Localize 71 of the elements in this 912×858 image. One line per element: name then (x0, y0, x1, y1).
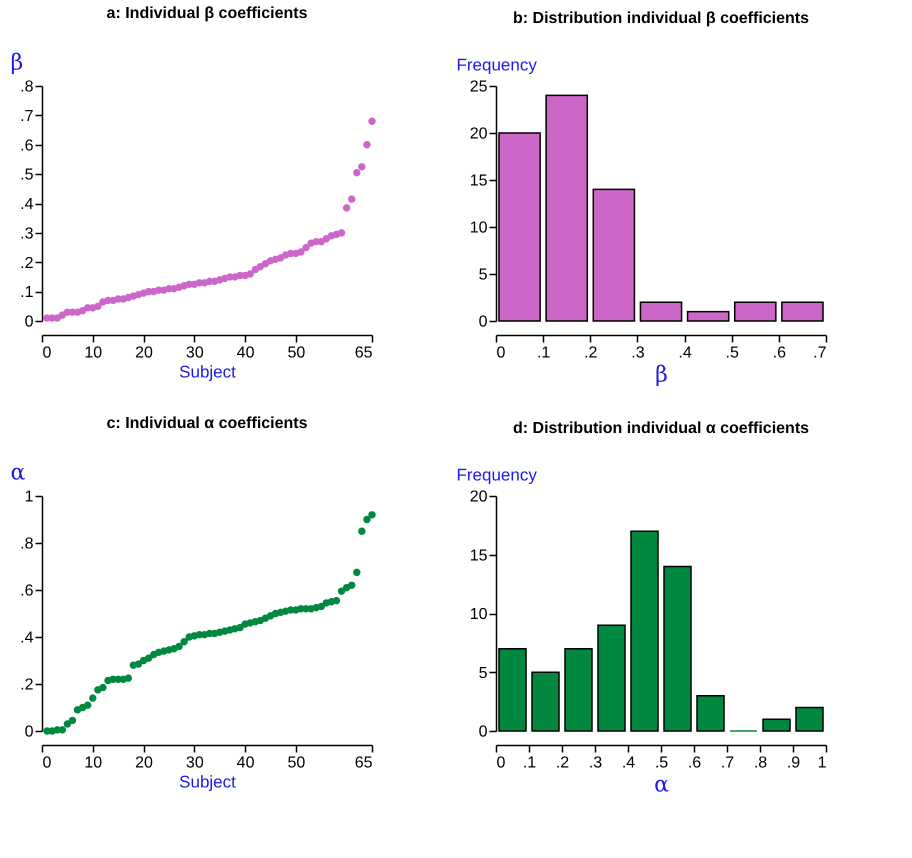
y-tick-label: 15 (470, 172, 488, 190)
x-tick-label: .9 (786, 754, 800, 772)
y-tick-label: .6 (20, 582, 34, 600)
y-tick-label: .3 (20, 225, 34, 242)
x-tick-label: .4 (678, 344, 692, 362)
y-tick-label: 15 (470, 547, 488, 564)
y-tick-label: .6 (20, 137, 34, 154)
y-tick-label: .8 (20, 78, 34, 96)
chart-title: d: Distribution individual α coefficients (512, 420, 810, 437)
y-tick-label: .8 (20, 536, 34, 552)
x-axis-title: α (654, 772, 670, 798)
chart-title: c: Individual α coefficients (106, 415, 308, 432)
y-tick-label: 20 (470, 488, 488, 506)
x-tick-label: 0 (496, 344, 506, 362)
x-tick-label: .5 (726, 344, 739, 362)
x-tick-label: 30 (186, 344, 204, 362)
y-axis-title: β (10, 50, 24, 76)
x-tick-label: 50 (287, 344, 306, 362)
y-tick-label: 0 (478, 314, 488, 330)
y-tick-label: 20 (470, 126, 488, 142)
x-tick-label: .2 (556, 754, 570, 772)
y-tick-label: .2 (20, 676, 34, 694)
x-axis-title: Subject (179, 772, 236, 792)
x-axis-title: β (655, 362, 668, 388)
chart-title: a: Individual β coefficients (106, 5, 308, 22)
x-tick-label: .3 (631, 344, 645, 362)
x-tick-label: .6 (688, 754, 702, 772)
y-tick-label: 1 (24, 488, 34, 506)
y-tick-label: 5 (478, 664, 488, 682)
y-tick-label: .5 (20, 166, 34, 184)
x-tick-label: 0 (496, 754, 506, 772)
x-tick-label: 20 (135, 344, 154, 362)
y-tick-label: 10 (470, 220, 488, 236)
x-tick-label: .5 (654, 754, 668, 772)
x-tick-label: .2 (584, 344, 598, 362)
x-tick-label: .3 (588, 754, 602, 772)
x-tick-label: 40 (236, 754, 255, 772)
y-tick-label: .1 (20, 284, 34, 302)
x-tick-label: 65 (354, 754, 373, 772)
x-tick-label: 65 (354, 344, 373, 362)
y-tick-label: 0 (478, 724, 488, 740)
y-tick-label: 10 (470, 606, 488, 623)
y-tick-label: 0 (24, 724, 34, 740)
x-axis-title: Subject (179, 362, 236, 382)
y-tick-label: .4 (20, 196, 34, 213)
x-tick-label: 0 (42, 754, 52, 772)
x-tick-label: .1 (536, 344, 550, 362)
x-tick-label: 30 (186, 754, 204, 772)
chart-title: b: Distribution individual β coefficients (513, 10, 810, 27)
x-tick-label: .8 (754, 754, 768, 772)
x-tick-label: 10 (84, 344, 102, 362)
y-tick-label: .4 (20, 630, 34, 646)
x-tick-label: .7 (720, 754, 734, 772)
y-axis-title: Frequency (456, 466, 538, 484)
x-tick-label: 20 (135, 754, 154, 772)
x-tick-label: .6 (772, 344, 786, 362)
x-tick-label: 1 (818, 754, 827, 772)
x-tick-label: 10 (84, 754, 102, 772)
y-axis-title: α (10, 460, 26, 486)
y-tick-label: 0 (24, 314, 34, 330)
x-tick-label: .4 (622, 754, 636, 772)
y-tick-label: .2 (20, 254, 34, 272)
y-axis-title: Frequency (456, 56, 538, 74)
y-tick-label: 5 (478, 266, 488, 284)
y-tick-label: .7 (20, 108, 34, 125)
x-tick-label: 40 (236, 344, 255, 362)
x-tick-label: .7 (813, 344, 827, 362)
x-tick-label: 0 (42, 344, 52, 362)
x-tick-label: .1 (522, 754, 536, 772)
y-tick-label: 25 (470, 78, 488, 96)
x-tick-label: 50 (287, 754, 306, 772)
